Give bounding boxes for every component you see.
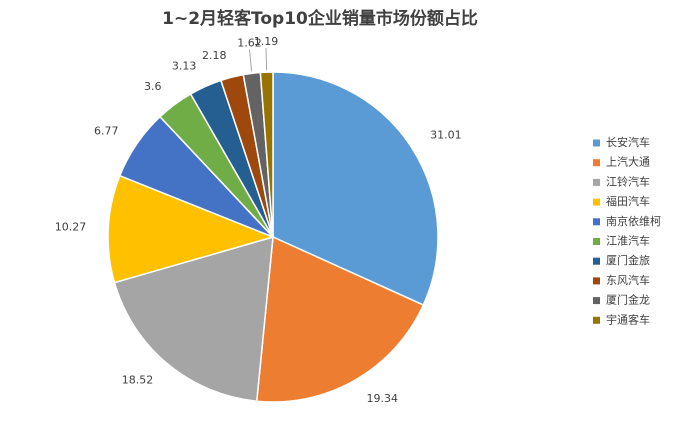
data-label: 1.62 — [237, 37, 262, 50]
data-label: 6.77 — [94, 125, 119, 138]
data-label: 10.27 — [55, 221, 87, 234]
data-label: 3.6 — [144, 80, 162, 93]
legend-label: 福田汽车 — [606, 194, 650, 208]
legend-swatch — [593, 316, 600, 324]
legend-swatch — [593, 238, 600, 245]
legend-label: 厦门金龙 — [606, 293, 650, 307]
legend-label: 长安汽车 — [606, 135, 650, 149]
data-label: 3.13 — [172, 59, 197, 72]
legend-swatch — [593, 159, 600, 167]
legend-label: 宇通客车 — [606, 312, 650, 326]
leader-line — [249, 49, 253, 72]
legend-swatch — [593, 257, 600, 265]
pie-slice — [107, 174, 276, 284]
legend-label: 上汽大通 — [606, 155, 650, 169]
data-label: 2.18 — [202, 49, 227, 62]
legend-label: 江铃汽车 — [606, 174, 650, 188]
legend-label: 南京依维柯 — [606, 214, 661, 228]
legend-swatch — [593, 178, 600, 186]
data-label: 31.01 — [430, 129, 462, 142]
legend-swatch — [593, 277, 600, 285]
legend-swatch — [593, 198, 600, 206]
data-label: 18.52 — [122, 374, 154, 387]
legend-swatch — [593, 218, 600, 226]
legend-label: 东风汽车 — [606, 273, 650, 287]
legend-swatch — [593, 297, 600, 305]
data-label: 19.34 — [366, 392, 398, 405]
legend-label: 江淮汽车 — [606, 234, 650, 248]
chart-title: 1~2月轻客Top10企业销量市场份额占比 — [162, 8, 478, 29]
pie-slice — [259, 71, 274, 238]
data-label: 1.19 — [254, 35, 279, 48]
pie-slice — [113, 235, 274, 403]
legend-swatch — [593, 139, 600, 147]
pie-slice — [255, 235, 425, 403]
leader-line — [265, 48, 268, 71]
pie-slice — [272, 71, 439, 307]
legend-label: 厦门金旅 — [606, 253, 650, 267]
